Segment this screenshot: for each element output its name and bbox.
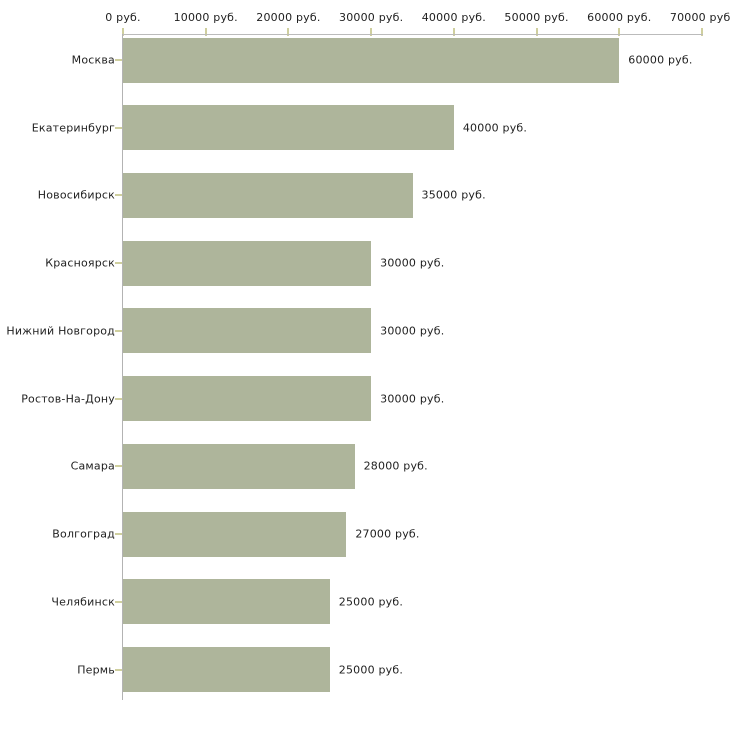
category-tick-mark xyxy=(115,600,122,603)
category-label: Волгоград xyxy=(52,527,115,541)
bar xyxy=(123,647,330,693)
category-label: Ростов-На-Дону xyxy=(21,392,115,406)
bar-row: Ростов-На-Дону 30000 руб. xyxy=(0,376,730,422)
category-tick-mark xyxy=(115,59,122,61)
y-axis-line xyxy=(122,34,123,700)
category-label: Красноярск xyxy=(45,256,115,270)
category-tick-mark xyxy=(115,329,122,332)
bar-value-label: 28000 руб. xyxy=(363,459,428,473)
x-axis-line xyxy=(122,34,703,35)
category-tick-mark xyxy=(115,194,122,197)
bar-value-label: 60000 руб. xyxy=(628,53,693,67)
x-axis-tick-label: 30000 руб. xyxy=(339,11,404,24)
x-axis-tick-mark xyxy=(618,28,621,36)
x-axis-tick-mark xyxy=(452,28,455,36)
category-label: Челябинск xyxy=(51,595,115,609)
x-axis-tick-mark xyxy=(287,28,290,36)
bar-row: Волгоград 27000 руб. xyxy=(0,511,730,557)
x-axis-tick-label: 50000 руб. xyxy=(504,11,569,24)
bar xyxy=(123,579,330,625)
bar-row: Москва 60000 руб. xyxy=(0,37,730,83)
bar xyxy=(123,105,454,151)
x-axis-tick-label: 70000 руб. xyxy=(669,11,730,24)
category-label: Екатеринбург xyxy=(31,121,115,135)
x-axis-tick-label: 60000 руб. xyxy=(587,11,652,24)
bar-value-label: 40000 руб. xyxy=(462,121,528,135)
bar xyxy=(123,172,413,218)
category-label: Пермь xyxy=(77,663,115,677)
bar xyxy=(123,443,355,489)
category-tick-mark xyxy=(115,397,122,400)
x-axis-tick-mark xyxy=(370,28,373,36)
bar-value-label: 25000 руб. xyxy=(338,663,404,677)
category-tick-mark xyxy=(115,262,122,265)
category-label: Новосибирск xyxy=(37,188,115,202)
bar xyxy=(123,308,372,354)
bar-row: Нижний Новгород 30000 руб. xyxy=(0,308,730,354)
x-axis-tick-mark xyxy=(701,28,703,36)
bar-row: Красноярск 30000 руб. xyxy=(0,240,730,286)
x-axis-tick-mark xyxy=(122,28,124,36)
bar-value-label: 25000 руб. xyxy=(338,595,404,609)
bar-value-label: 35000 руб. xyxy=(421,188,486,202)
x-axis-tick-label: 0 руб. xyxy=(105,11,141,24)
bar-value-label: 30000 руб. xyxy=(380,324,445,338)
bar xyxy=(123,376,372,422)
x-axis-tick-label: 20000 руб. xyxy=(256,11,321,24)
bar-row: Новосибирск 35000 руб. xyxy=(0,172,730,218)
bar xyxy=(123,511,347,557)
category-tick-mark xyxy=(115,465,122,468)
bar-row: Екатеринбург 40000 руб. xyxy=(0,105,730,151)
category-label: Самара xyxy=(70,459,115,473)
category-tick-mark xyxy=(115,668,122,671)
category-label: Москва xyxy=(71,53,115,67)
bar xyxy=(123,240,372,286)
bar-row: Пермь 25000 руб. xyxy=(0,647,730,693)
category-label: Нижний Новгород xyxy=(6,324,115,338)
category-tick-mark xyxy=(115,533,122,536)
bar xyxy=(123,37,620,83)
bar-value-label: 27000 руб. xyxy=(355,527,420,541)
bar-row: Челябинск 25000 руб. xyxy=(0,579,730,625)
bar-row: Самара 28000 руб. xyxy=(0,443,730,489)
category-tick-mark xyxy=(115,126,122,129)
x-axis-tick-label: 40000 руб. xyxy=(421,11,486,24)
x-axis-tick-label: 10000 руб. xyxy=(173,11,238,24)
bar-value-label: 30000 руб. xyxy=(380,392,445,406)
x-axis-tick-mark xyxy=(204,28,207,36)
x-axis-tick-mark xyxy=(535,28,538,36)
bar-value-label: 30000 руб. xyxy=(380,256,445,270)
